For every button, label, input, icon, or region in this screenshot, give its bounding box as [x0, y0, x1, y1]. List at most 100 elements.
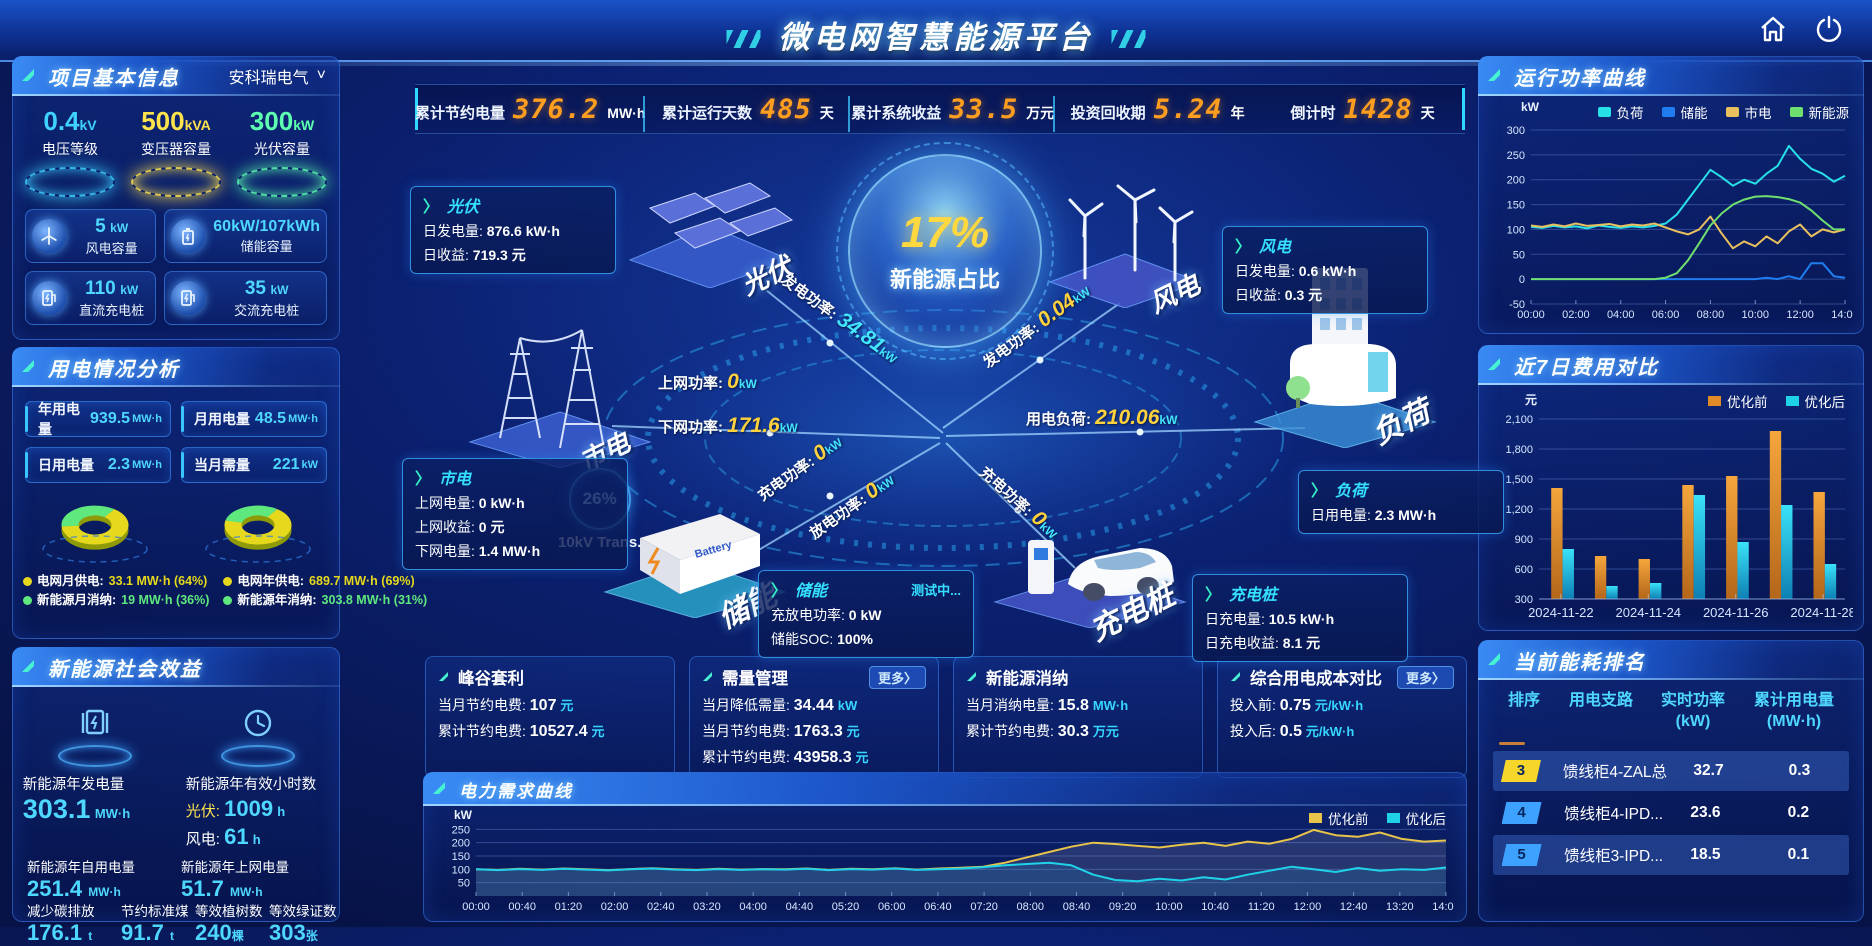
coal-saving-stat: 节约标准煤 91.7 t: [121, 904, 189, 945]
ranking-header: 当前能耗排名: [1478, 640, 1864, 680]
demand-curve-panel: 电力需求曲线 kW 优化前 优化后 250 200 150 100 50 00:00 00:4…: [423, 772, 1467, 922]
callout-arrow-icon: 〉: [1205, 587, 1222, 604]
month-usage-stat: 月用电量 48.5 MW·h: [181, 401, 327, 437]
svg-text:50: 50: [458, 878, 470, 890]
svg-text:04:00: 04:00: [1607, 309, 1635, 321]
demand-curve-legend: 优化前 优化后: [1309, 808, 1446, 828]
title-right-deco: [1111, 30, 1146, 48]
ranking-panel: 当前能耗排名 排序 用电支路 实时功率 (kW) 累计用电量 (MW·h) 3 馈线…: [1478, 640, 1864, 922]
svg-text:08:00: 08:00: [1697, 309, 1725, 321]
svg-text:10:00: 10:00: [1155, 901, 1183, 913]
grid-export-flow-label: 上网功率: 0kW: [658, 370, 757, 393]
callout-arrow-icon: 〉: [415, 471, 432, 488]
panel-title: 新能源社会效益: [48, 658, 202, 681]
svg-text:250: 250: [1507, 150, 1525, 162]
more-button[interactable]: 更多〉: [868, 665, 926, 689]
pedestal-glow: [25, 167, 115, 197]
page-title: 微电网智慧能源平台: [709, 12, 1164, 57]
energy-flow-diagram: 17% 新能源占比 光伏 风电: [350, 138, 1504, 662]
callout-arrow-icon: 〉: [1235, 239, 1252, 256]
month-demand-stat: 当月需量 221 kW: [181, 447, 327, 483]
svg-text:02:00: 02:00: [1562, 309, 1590, 321]
wind-callout: 〉风电 日发电量: 0.6 kW·h 日收益: 0.3 元: [1222, 226, 1428, 314]
panel-corner-icon: [1488, 653, 1500, 665]
scroll-indicator: [1499, 742, 1525, 745]
svg-text:06:00: 06:00: [878, 901, 906, 913]
grid-callout: 〉市电 上网电量: 0 kW·h 上网收益: 0 元 下网电量: 1.4 MW·…: [402, 458, 628, 570]
svg-text:11:20: 11:20: [1248, 901, 1275, 913]
svg-text:100: 100: [1507, 224, 1525, 236]
svg-text:06:40: 06:40: [924, 901, 952, 913]
rank-badge: 5: [1501, 844, 1542, 866]
power-curve-header: 运行功率曲线: [1478, 56, 1864, 96]
panel-title: 用电情况分析: [48, 358, 180, 381]
kpi-revenue: 累计系统收益 33.5 万元: [851, 93, 1056, 132]
svg-text:50: 50: [1513, 249, 1525, 261]
rank-badge: 4: [1501, 802, 1542, 824]
svg-text:00:40: 00:40: [508, 901, 536, 913]
pedestal-glow: [237, 167, 327, 197]
home-icon[interactable]: [1758, 14, 1788, 44]
storage-capacity-card: 60kW/107kWh 储能容量: [164, 209, 327, 263]
legend-item: 市电: [1725, 102, 1772, 122]
solar-panels-icon: [628, 182, 794, 289]
svg-text:02:00: 02:00: [601, 901, 629, 913]
svg-text:2024-11-24: 2024-11-24: [1616, 605, 1682, 620]
card-corner-icon: [439, 672, 448, 681]
power-icon[interactable]: [1814, 14, 1844, 44]
renewable-consumption-card: 新能源消纳 当月消纳电量: 15.8 MW·h 累计节约电费: 30.3 万元: [953, 656, 1203, 778]
annual-hours-stat: 新能源年有效小时数 光伏: 1009 h 风电: 61 h: [186, 697, 329, 850]
ranking-table: 排序 用电支路 实时功率 (kW) 累计用电量 (MW·h) 3 馈线柜4-ZAL总…: [1479, 680, 1863, 877]
usage-analysis-header: 用电情况分析: [12, 347, 340, 387]
usage-analysis-panel: 用电情况分析 年用电量 939.5 MW·h 月用电量 48.5 MW·h 日用电量 2.…: [12, 347, 427, 639]
table-row[interactable]: 5 馈线柜3-IPD... 18.5 0.1: [1493, 835, 1849, 875]
more-button[interactable]: 更多〉: [1396, 665, 1454, 689]
renewable-share-globe: 17% 新能源占比: [836, 142, 1054, 360]
app-header: 微电网智慧能源平台: [0, 0, 1872, 66]
year-usage-stat: 年用电量 939.5 MW·h: [25, 401, 171, 437]
cost-y-unit: 元: [1525, 393, 1538, 407]
table-row[interactable]: 3 馈线柜4-ZAL总 32.7 0.3: [1493, 751, 1849, 791]
pv-node: 光伏: [620, 168, 800, 301]
month-supply-donut-chart: [25, 487, 165, 572]
power-y-unit: kW: [1521, 100, 1539, 114]
svg-text:2024-11-28: 2024-11-28: [1790, 605, 1853, 620]
grid-import-flow-label: 下网功率: 171.6kW: [658, 414, 798, 437]
chevron-down-icon: ˅: [316, 67, 326, 84]
battery-icon: [171, 219, 206, 253]
legend-item: 负荷: [1597, 102, 1644, 122]
card-corner-icon: [1231, 672, 1240, 681]
pedestal-glow: [131, 167, 221, 197]
storage-node: Battery 储能: [600, 478, 790, 635]
year-supply-donut-chart: [188, 487, 328, 572]
callout-arrow-icon: 〉: [771, 583, 788, 600]
legend-item: 新能源: [1789, 102, 1849, 122]
project-info-panel: 项目基本信息 安科瑞电气 ˅ 0.4kV 电压等级 500kVA 变压器容量 30…: [12, 56, 340, 340]
company-dropdown[interactable]: 安科瑞电气 ˅: [228, 67, 326, 87]
benefit-mini-stats: 新能源年自用电量 251.4 MW·h 新能源年上网电量 51.7 MW·h 减少碳…: [13, 856, 339, 945]
panel-corner-icon: [22, 660, 34, 672]
title-left-deco: [726, 30, 761, 48]
svg-text:100: 100: [452, 864, 470, 876]
svg-text:14:00: 14:00: [1432, 901, 1454, 913]
svg-text:2024-11-22: 2024-11-22: [1528, 605, 1594, 620]
power-curve-panel: 运行功率曲线 kW 负荷 储能 市电 新能源 300 250 200 150 100 50 0 -5…: [1478, 56, 1864, 334]
kpi-run-days: 累计运行天数 485 天: [645, 94, 851, 132]
svg-text:200: 200: [452, 838, 470, 850]
panel-title: 项目基本信息: [48, 67, 180, 90]
svg-text:200: 200: [1507, 175, 1525, 187]
svg-text:1,200: 1,200: [1505, 504, 1533, 516]
table-row[interactable]: 4 馈线柜4-IPD... 23.6 0.2: [1493, 793, 1849, 833]
dc-charger-icon: [32, 281, 66, 315]
renewable-share-label: 新能源占比: [889, 267, 1000, 292]
panel-title: 当前能耗排名: [1514, 651, 1646, 674]
svg-text:2,100: 2,100: [1505, 414, 1533, 426]
svg-text:14:00: 14:00: [1831, 309, 1853, 321]
trees-stat: 等效植树数 240棵: [195, 904, 263, 945]
svg-text:250: 250: [452, 824, 470, 836]
svg-text:900: 900: [1515, 534, 1533, 546]
svg-text:04:40: 04:40: [786, 901, 814, 913]
svg-text:05:20: 05:20: [832, 901, 860, 913]
